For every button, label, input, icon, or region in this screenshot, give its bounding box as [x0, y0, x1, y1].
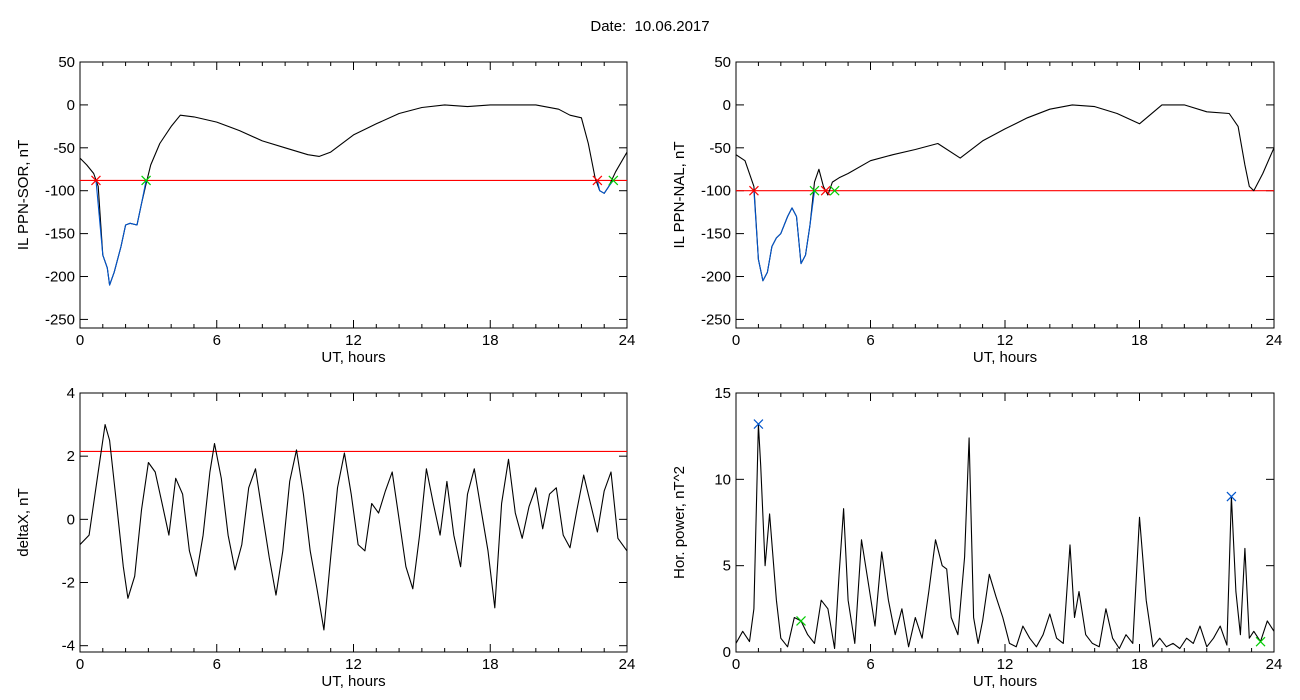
x-axis-label: UT, hours	[973, 673, 1037, 690]
x-tick-label: 0	[732, 332, 740, 349]
y-tick-label: -4	[62, 638, 75, 655]
y-tick-label: 4	[67, 385, 75, 402]
event-marker	[753, 419, 764, 430]
x-tick-label: 24	[1266, 332, 1283, 349]
panel-deltax-chart: 0 6 12 18 24 4 2 0 -2 -4 UT, hours deltaX, nT	[15, 385, 635, 690]
x-tick-label: 24	[619, 332, 636, 349]
event-marker	[592, 175, 603, 186]
series-line	[80, 424, 627, 631]
event-marker	[1255, 636, 1266, 647]
x-tick-label: 6	[213, 656, 221, 673]
x-tick-label: 6	[866, 656, 874, 673]
y-axis-label: IL PPN-SOR, nT	[15, 140, 32, 250]
y-tick-label: 0	[67, 97, 75, 114]
y-tick-label: 0	[723, 97, 731, 114]
plot-frame	[735, 392, 1275, 653]
x-tick-label: 18	[482, 332, 499, 349]
y-axis-label: Hor. power, nT^2	[671, 466, 688, 579]
x-tick-label: 0	[76, 656, 84, 673]
plot-frame	[735, 61, 1275, 329]
x-tick-label: 0	[732, 656, 740, 673]
highlight-series-line	[753, 190, 816, 282]
x-tick-label: 6	[213, 332, 221, 349]
event-marker	[809, 185, 820, 196]
x-tick-label: 24	[1266, 656, 1283, 673]
plot-frame	[79, 61, 628, 329]
x-axis-label: UT, hours	[973, 349, 1037, 366]
highlight-series-line	[596, 180, 614, 194]
x-tick-label: 0	[76, 332, 84, 349]
event-marker	[829, 185, 840, 196]
y-tick-label: 2	[67, 448, 75, 465]
panel-nal-chart: 0 6 12 18 24 50 0 -50 -100 -150 -200 -250 UT, hours I…	[671, 54, 1282, 366]
y-tick-label: -100	[701, 183, 731, 200]
x-axis-label: UT, hours	[321, 673, 385, 690]
event-marker	[608, 175, 619, 186]
y-axis-label: IL PPN-NAL, nT	[671, 142, 688, 249]
series-line	[80, 104, 627, 286]
panel-power-chart: 0 6 12 18 24 15 10 5 0 UT, hours Hor. power, nT^2	[671, 385, 1282, 690]
x-tick-label: 18	[482, 656, 499, 673]
y-tick-label: 15	[714, 385, 731, 402]
y-tick-label: -200	[45, 269, 75, 286]
y-tick-label: -100	[45, 183, 75, 200]
x-tick-label: 6	[866, 332, 874, 349]
event-marker	[91, 175, 101, 186]
y-axis-label: deltaX, nT	[15, 488, 32, 556]
panel-sor-chart: 0 6 12 18 24 50 0 -50 -100 -150 -200 -250 UT, hours I…	[15, 54, 635, 366]
event-marker	[1226, 491, 1237, 502]
x-axis-label: UT, hours	[321, 349, 385, 366]
event-marker	[820, 185, 831, 196]
y-tick-label: -250	[701, 311, 731, 328]
y-tick-label: 50	[58, 54, 75, 71]
y-tick-label: 10	[714, 471, 731, 488]
plot-frame	[79, 392, 628, 653]
x-tick-label: 18	[1131, 332, 1148, 349]
x-tick-label: 12	[345, 656, 362, 673]
event-marker	[796, 615, 806, 626]
y-tick-label: -250	[45, 311, 75, 328]
x-tick-label: 18	[1131, 656, 1148, 673]
event-marker	[749, 185, 759, 196]
y-tick-label: -150	[701, 226, 731, 243]
highlight-series-line	[95, 180, 147, 286]
y-tick-label: 0	[67, 511, 75, 528]
y-tick-label: 50	[714, 54, 731, 71]
page-title: Date: 10.06.2017	[590, 18, 710, 35]
x-tick-label: 12	[997, 332, 1014, 349]
y-tick-label: -50	[709, 140, 731, 157]
y-tick-label: -200	[701, 269, 731, 286]
y-tick-label: -2	[62, 575, 75, 592]
y-tick-label: -150	[45, 226, 75, 243]
x-tick-label: 12	[345, 332, 362, 349]
series-line	[736, 423, 1274, 650]
x-tick-label: 12	[997, 656, 1014, 673]
x-tick-label: 24	[619, 656, 636, 673]
y-tick-label: 5	[723, 558, 731, 575]
y-tick-label: 0	[723, 644, 731, 661]
y-tick-label: -50	[53, 140, 75, 157]
event-marker	[141, 175, 152, 186]
